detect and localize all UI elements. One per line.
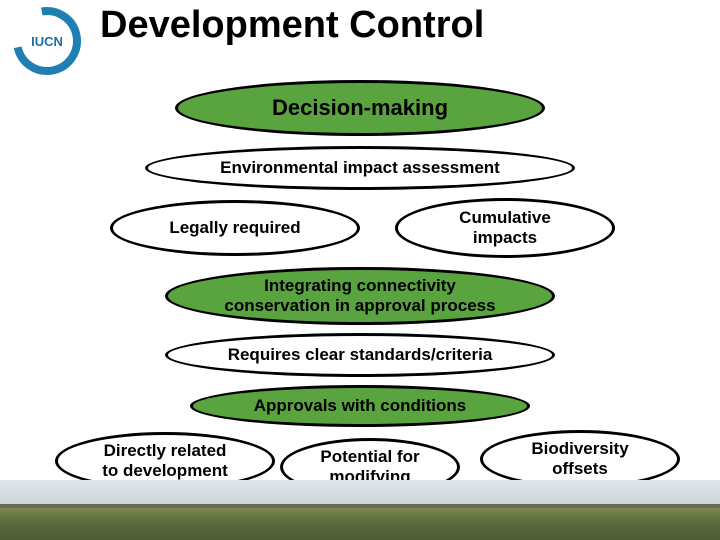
page-title: Development Control [100, 4, 484, 47]
node-standards: Requires clear standards/criteria [165, 333, 555, 377]
node-cumulative-impacts: Cumulativeimpacts [395, 198, 615, 258]
node-decision-making: Decision-making [175, 80, 545, 136]
node-eia: Environmental impact assessment [145, 146, 575, 190]
slide: IUCN Development Control Decision-making… [0, 0, 720, 540]
footer-sky [0, 480, 720, 504]
footer-ground [0, 508, 720, 540]
node-integrating: Integrating connectivityconservation in … [165, 267, 555, 325]
node-legally-required: Legally required [110, 200, 360, 256]
footer-landscape [0, 480, 720, 540]
iucn-logo: IUCN [12, 6, 82, 76]
logo-text: IUCN [31, 34, 63, 49]
node-approvals: Approvals with conditions [190, 385, 530, 427]
